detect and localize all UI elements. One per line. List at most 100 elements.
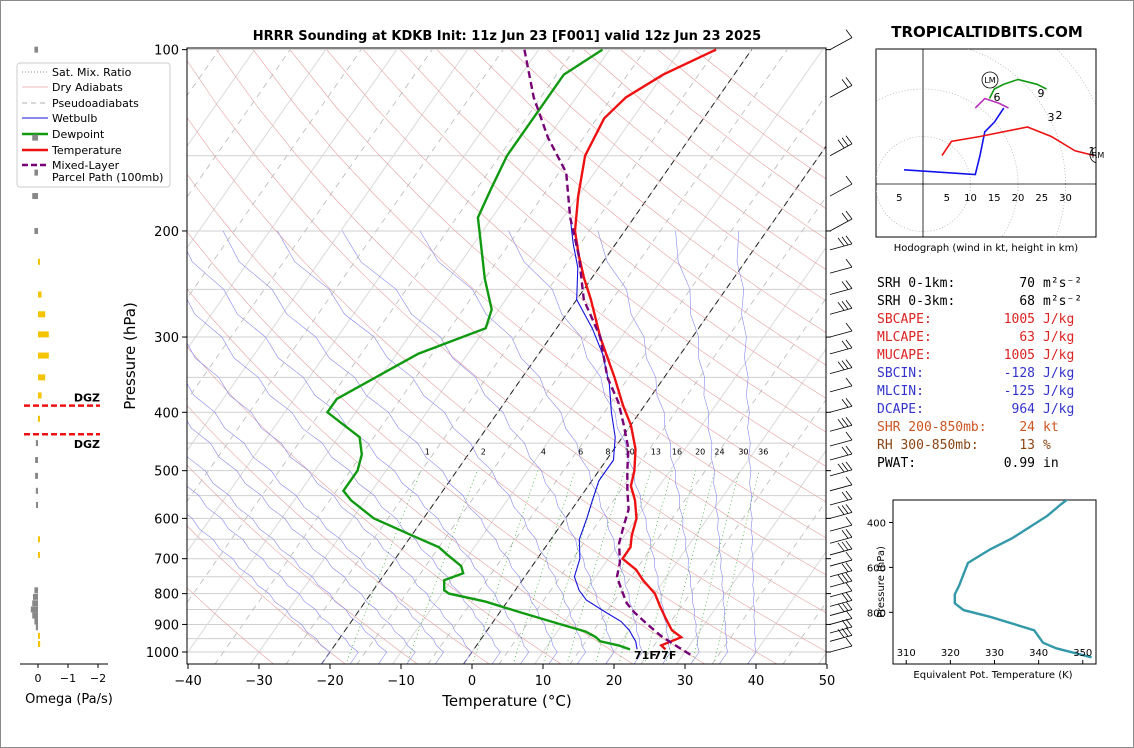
barb-staff xyxy=(829,645,853,653)
pseudoadiabat-guide xyxy=(285,49,717,664)
wind-barbs xyxy=(829,29,853,653)
omega-axis-label: Omega (Pa/s) xyxy=(25,692,113,707)
barb-staff xyxy=(829,511,853,519)
legend-label: Dry Adiabats xyxy=(52,81,123,94)
theta-e-x-tick-label: 350 xyxy=(1073,648,1092,659)
pseudoadiabat-guide xyxy=(427,94,826,664)
dgz-label: DGZ xyxy=(74,438,100,451)
mixing-ratio-label: 4 xyxy=(541,447,546,456)
legend-label: Sat. Mix. Ratio xyxy=(52,66,132,79)
isotherm-line xyxy=(187,49,540,553)
barb-flag xyxy=(841,628,849,637)
omega-bar xyxy=(35,456,38,463)
x-tick-label: 30 xyxy=(677,674,694,689)
x-tick-label: 50 xyxy=(819,674,836,689)
barb-flag xyxy=(837,629,845,638)
barb-flag xyxy=(841,593,849,602)
barb-flag xyxy=(845,476,853,486)
barb-flag xyxy=(841,212,849,222)
omega-bar xyxy=(34,46,38,53)
index-unit: % xyxy=(1043,438,1051,453)
omega-bar xyxy=(38,641,41,648)
mixing-ratio-line xyxy=(713,470,760,664)
hodograph-ring-label: 30 xyxy=(1059,193,1072,204)
wind-barb xyxy=(829,322,853,338)
wind-barb xyxy=(829,416,853,432)
index-unit: kt xyxy=(1043,420,1059,435)
series-mixed-layer-parcel-path-100mb- xyxy=(523,49,691,656)
barb-flag xyxy=(845,359,853,368)
barb-staff xyxy=(829,405,853,413)
moist-adiabat xyxy=(419,230,643,664)
index-unit: J/kg xyxy=(1043,348,1074,363)
wind-barb xyxy=(829,529,853,544)
barb-staff xyxy=(829,439,853,447)
mixing-ratio-line xyxy=(542,470,604,664)
mixing-ratio-line xyxy=(345,470,422,664)
hodograph-height-label: RM xyxy=(1092,151,1105,160)
theta-e-y-tick-label: 800 xyxy=(867,608,886,619)
index-unit: J/kg xyxy=(1043,384,1074,399)
moist-adiabat xyxy=(187,455,388,664)
hodograph-segment xyxy=(941,126,1095,157)
barb-flag xyxy=(841,301,849,310)
barb-flag xyxy=(841,281,849,290)
barb-flag xyxy=(845,551,853,561)
barb-staff xyxy=(829,367,853,374)
pseudoadiabat-guide xyxy=(214,49,646,664)
pseudoadiabat-guide xyxy=(356,49,788,664)
barb-flag xyxy=(845,77,853,86)
index-label: SBCAPE: xyxy=(877,312,932,327)
moist-adiabat xyxy=(187,382,444,664)
wind-barb xyxy=(829,637,853,653)
y-tick-label: 1000 xyxy=(146,646,179,661)
series-wetbulb xyxy=(569,217,638,650)
barb-staff xyxy=(829,385,853,393)
dry-adiabat xyxy=(187,288,634,664)
dry-adiabat xyxy=(399,49,826,399)
moist-adiabat xyxy=(508,230,672,664)
barb-staff xyxy=(829,84,853,98)
barb-flag xyxy=(837,574,845,584)
index-value: 63 xyxy=(1019,330,1035,345)
mixing-ratio-label: 10 xyxy=(625,447,635,456)
moist-adiabat xyxy=(187,485,359,664)
barb-staff xyxy=(829,536,853,544)
mixing-ratio-line xyxy=(691,470,740,664)
theta-e-line xyxy=(953,500,1092,659)
omega-bar xyxy=(38,258,40,265)
index-label: PWAT: xyxy=(877,456,916,471)
barb-flag xyxy=(845,618,853,628)
barb-flag xyxy=(837,237,845,247)
y-tick-label: 300 xyxy=(154,331,179,346)
hodograph-ring-label: 20 xyxy=(1012,193,1025,204)
mixing-ratio-line xyxy=(566,470,625,664)
theta-e-y-tick-label: 400 xyxy=(867,518,886,529)
minus-twenty-isotherm xyxy=(320,49,753,664)
barb-flag xyxy=(837,302,845,311)
theta-e-x-tick-label: 330 xyxy=(985,648,1004,659)
dry-adiabat xyxy=(473,49,826,334)
barb-flag xyxy=(841,573,849,583)
index-label: SRH 0-1km: xyxy=(877,276,955,291)
barb-flag xyxy=(845,601,853,610)
barb-flag xyxy=(841,541,849,551)
isotherm-line xyxy=(187,49,469,452)
moist-adiabat xyxy=(187,420,416,664)
wind-barb xyxy=(829,135,853,157)
mixing-ratio-label: 13 xyxy=(651,447,661,456)
omega-bar xyxy=(34,587,38,594)
wind-barb xyxy=(829,476,853,492)
omega-bar xyxy=(32,134,38,141)
omega-bar xyxy=(38,415,40,422)
omega-bar xyxy=(38,536,40,543)
index-unit: m²s⁻² xyxy=(1043,276,1082,291)
hodograph-segment xyxy=(903,107,1005,176)
omega-bars xyxy=(30,46,49,648)
index-label: SBCIN: xyxy=(877,366,924,381)
omega-bar xyxy=(32,193,38,200)
mixing-ratio-label: 30 xyxy=(738,447,748,456)
barb-flag xyxy=(845,398,853,407)
index-value: -128 xyxy=(1004,366,1035,381)
barb-staff xyxy=(829,548,853,556)
